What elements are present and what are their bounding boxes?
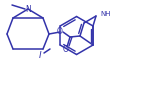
Text: O: O (57, 28, 63, 36)
Text: I: I (39, 52, 41, 61)
Text: NH: NH (100, 11, 110, 17)
Text: O: O (63, 45, 69, 54)
Text: N: N (25, 5, 31, 14)
